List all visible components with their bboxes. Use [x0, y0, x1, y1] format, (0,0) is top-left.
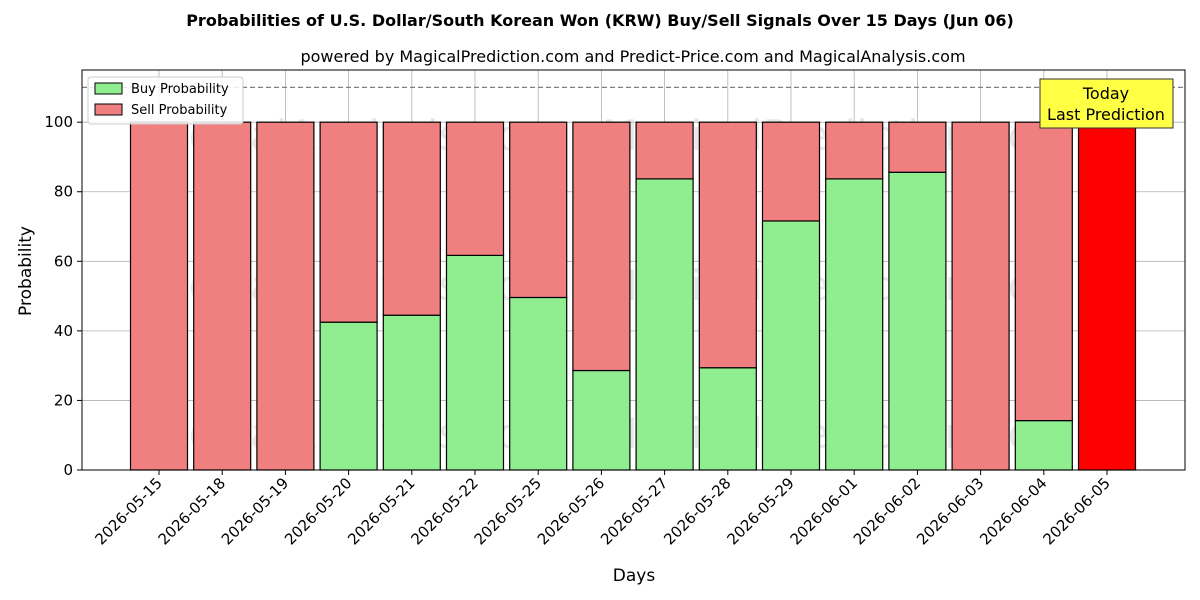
- chart-title: Probabilities of U.S. Dollar/South Korea…: [186, 11, 1014, 30]
- y-tick-label: 80: [54, 183, 73, 201]
- sell-bar: [825, 121, 884, 180]
- sell-bar: [509, 121, 568, 299]
- x-tick-label: 2026-05-18: [155, 474, 229, 548]
- y-tick-label: 40: [54, 322, 73, 340]
- sell-bar: [319, 121, 378, 323]
- y-tick-label: 20: [54, 391, 73, 409]
- x-tick-label: 2026-05-26: [534, 474, 608, 548]
- x-tick-label: 2026-06-05: [1039, 474, 1113, 548]
- buy-bar: [509, 296, 568, 471]
- sell-bar: [193, 121, 252, 471]
- sell-bar: [951, 121, 1010, 471]
- x-tick-label: 2026-05-19: [218, 474, 292, 548]
- sell-bar: [129, 121, 189, 471]
- y-tick-label: 60: [54, 252, 73, 270]
- annotation-box: [1039, 78, 1174, 129]
- x-tick-label: 2026-05-15: [91, 474, 165, 548]
- x-axis-label: Days: [613, 566, 656, 586]
- annotation-last-prediction: Last Prediction: [1047, 105, 1165, 124]
- buy-bar: [572, 369, 631, 471]
- sell-bar: [635, 121, 694, 180]
- y-tick-label: 100: [44, 113, 73, 131]
- sell-bar: [572, 121, 631, 372]
- y-tick-label: 0: [63, 461, 73, 479]
- legend-sell-label: Sell Probability: [131, 103, 228, 118]
- x-tick-label: 2026-06-04: [976, 474, 1050, 548]
- chart-subtitle: powered by MagicalPrediction.com and Pre…: [300, 47, 965, 66]
- y-axis-label: Probability: [16, 226, 36, 316]
- sell-bar: [888, 121, 947, 173]
- buy-bar: [382, 314, 441, 471]
- sell-bar: [256, 121, 315, 471]
- buy-bar: [1014, 420, 1073, 471]
- plot-frame: [81, 69, 1186, 471]
- x-tick-label: 2026-05-27: [597, 474, 671, 548]
- annotation-today: Today: [1082, 84, 1129, 103]
- buy-bar: [761, 220, 821, 471]
- x-tick-label: 2026-05-29: [723, 474, 797, 548]
- buy-bar: [445, 254, 505, 471]
- buy-bar: [698, 367, 757, 471]
- sell-bar: [1014, 121, 1073, 422]
- x-tick-label: 2026-05-21: [344, 474, 418, 548]
- buy-bar: [825, 178, 884, 471]
- legend-sell-swatch: [94, 103, 123, 116]
- sell-bar: [761, 121, 821, 222]
- legend-buy-label: Buy Probability: [131, 82, 229, 97]
- x-tick-label: 2026-06-01: [787, 474, 861, 548]
- sell-bar: [382, 121, 441, 316]
- plot-area: MagicalAnalysis.comMagicalPrediction.com…: [44, 69, 1186, 548]
- buy-bar: [888, 171, 947, 471]
- highlighted-sell-bar: [1077, 121, 1137, 471]
- x-tick-label: 2026-06-03: [913, 474, 987, 548]
- x-tick-label: 2026-06-02: [850, 474, 924, 548]
- x-tick-label: 2026-05-22: [407, 474, 481, 548]
- x-tick-label: 2026-05-25: [471, 474, 545, 548]
- buy-bar: [635, 178, 694, 471]
- legend-buy-swatch: [94, 82, 123, 95]
- sell-bar: [698, 121, 757, 369]
- x-tick-label: 2026-05-20: [281, 474, 355, 548]
- buy-bar: [319, 321, 378, 471]
- x-tick-label: 2026-05-28: [660, 474, 734, 548]
- legend-box: [87, 76, 244, 125]
- sell-bar: [445, 121, 505, 256]
